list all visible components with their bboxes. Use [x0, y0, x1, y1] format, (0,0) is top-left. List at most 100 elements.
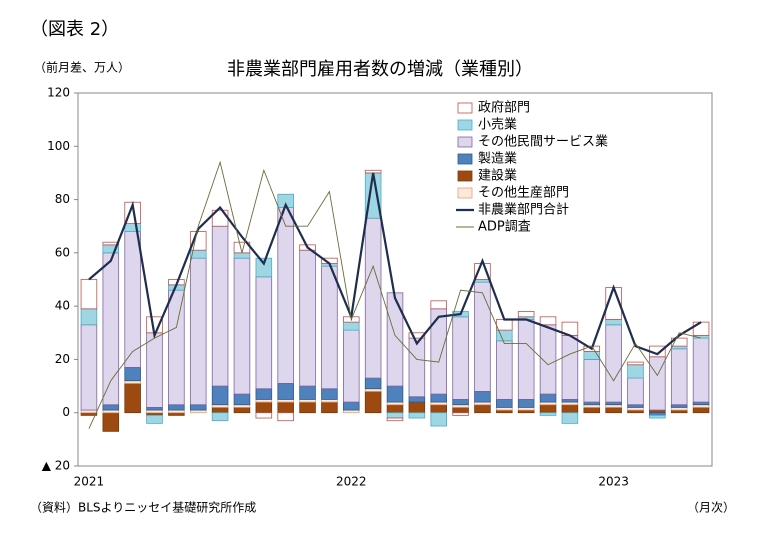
- legend-swatch: [457, 136, 473, 148]
- bar-segment: [561, 404, 579, 414]
- bar-segment: [517, 398, 535, 408]
- bar-segment: [146, 332, 163, 408]
- y-unit: （前月差、万人）: [34, 60, 130, 75]
- bar-segment: [605, 324, 622, 403]
- bar-segment: [364, 217, 382, 379]
- legend-swatch: [457, 170, 473, 182]
- bar-segment: [364, 390, 382, 414]
- chart-title: 非農業部門雇用者数の増減（業種別）: [227, 59, 533, 80]
- bar-segment: [408, 401, 426, 414]
- bar-segment: [605, 406, 622, 414]
- bar-segment: [386, 412, 404, 419]
- bar-segment: [146, 414, 163, 424]
- bar-segment: [452, 406, 469, 414]
- legend-label: その他生産部門: [478, 185, 569, 201]
- bar-segment: [452, 316, 469, 400]
- y-tick-label: 40: [55, 299, 70, 313]
- legend-swatch: [457, 153, 473, 165]
- bar-segment: [692, 406, 710, 414]
- y-tick-label: 60: [55, 245, 70, 259]
- x-tick-label: 2023: [598, 475, 629, 489]
- bar-segment: [474, 404, 491, 414]
- bar-segment: [386, 417, 404, 422]
- figure-label: （図表 2）: [30, 19, 119, 40]
- bar-segment: [430, 404, 447, 414]
- bar-segment: [255, 276, 273, 390]
- bar-segment: [211, 412, 229, 422]
- bar-segment: [189, 404, 207, 411]
- bar-segment: [102, 412, 120, 432]
- line-series: [88, 160, 702, 429]
- bar-segment: [386, 292, 404, 387]
- bar-segment: [277, 401, 294, 414]
- line-series: [88, 172, 702, 356]
- bar-segment: [496, 319, 513, 331]
- bar-segment: [321, 388, 338, 400]
- y-tick-label: 20: [55, 352, 70, 366]
- bar-segment: [539, 393, 557, 403]
- bar-segment: [102, 252, 120, 406]
- bar-segment: [430, 300, 447, 310]
- legend-label: 非農業部門合計: [478, 202, 569, 218]
- legend-label: 製造業: [478, 151, 517, 167]
- bar-segment: [430, 308, 447, 395]
- legend-swatch: [457, 119, 473, 131]
- bar-segment: [233, 257, 251, 395]
- bar-segment: [299, 401, 316, 414]
- bar-segment: [80, 308, 98, 326]
- bar-segment: [343, 329, 360, 403]
- bar-segment: [233, 406, 251, 414]
- bar-segment: [474, 390, 491, 403]
- bar-segment: [539, 316, 557, 326]
- bar-segment: [670, 348, 688, 406]
- bar-segment: [452, 412, 469, 416]
- bar-segment: [80, 324, 98, 411]
- source: （資料）BLSよりニッセイ基礎研究所作成: [30, 500, 256, 515]
- bar-segment: [539, 412, 557, 416]
- bar-segment: [364, 169, 382, 174]
- bar-segment: [517, 311, 535, 318]
- bar-segment: [255, 388, 273, 400]
- legend-label: 小売業: [478, 117, 517, 133]
- bar-segment: [255, 257, 273, 278]
- bar-segment: [386, 385, 404, 403]
- bar-segment: [189, 257, 207, 406]
- bar-segment: [124, 383, 141, 414]
- bar-segment: [80, 279, 98, 310]
- x-tick-label: 2022: [336, 475, 367, 489]
- bar-segment: [233, 393, 251, 406]
- legend-swatch: [457, 187, 473, 199]
- bar-segment: [211, 385, 229, 406]
- bar-segment: [649, 414, 666, 419]
- bar-segment: [124, 231, 141, 368]
- bar-segment: [583, 406, 601, 414]
- bar-segment: [277, 412, 294, 422]
- bar-segment: [343, 401, 360, 411]
- bar-segment: [692, 321, 710, 336]
- bar-segment: [627, 377, 644, 406]
- bar-segment: [408, 337, 426, 398]
- bar-segment: [211, 225, 229, 387]
- y-tick-label: 120: [47, 86, 70, 100]
- bar-segment: [539, 404, 557, 414]
- bar-segment: [299, 249, 316, 387]
- legend-label: ADP調査: [478, 220, 531, 235]
- y-tick-label: 100: [47, 139, 70, 153]
- bar-segment: [496, 340, 513, 400]
- bar-segment: [168, 404, 185, 411]
- bar-segment: [321, 265, 338, 390]
- bar-segment: [168, 289, 185, 406]
- bar-segment: [299, 385, 316, 400]
- bar-segment: [255, 412, 273, 419]
- bar-segment: [561, 412, 579, 424]
- bar-segment: [211, 406, 229, 414]
- bar-segment: [255, 401, 273, 414]
- bar-segment: [430, 412, 447, 427]
- y-tick-label: 80: [55, 192, 70, 206]
- bar-segment: [277, 383, 294, 400]
- bar-segment: [364, 377, 382, 390]
- bar-segment: [496, 398, 513, 408]
- bar-segment: [102, 404, 120, 411]
- x-unit: （月次）: [687, 501, 735, 515]
